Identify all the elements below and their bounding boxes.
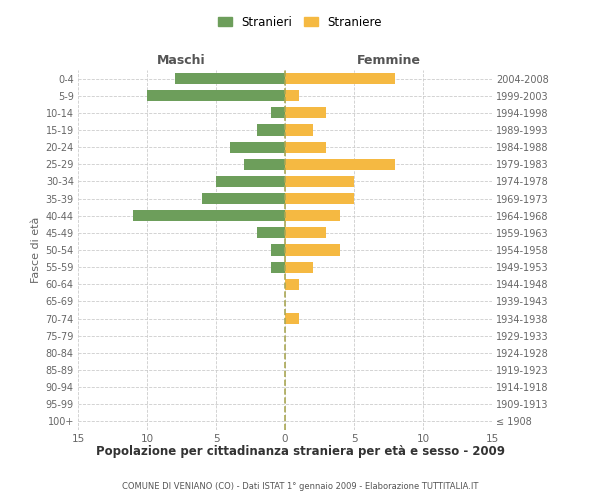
Bar (285, 90, 299, 102)
Bar (285, 142, 326, 152)
Bar (285, 210, 340, 222)
Bar (175, 73, 285, 84)
Y-axis label: Fasce di età: Fasce di età (31, 217, 41, 283)
Bar (285, 158, 395, 170)
Bar (285, 244, 340, 256)
Bar (271, 262, 285, 272)
Text: Femmine: Femmine (356, 54, 421, 68)
Bar (216, 176, 285, 187)
Bar (133, 210, 285, 222)
Bar (285, 124, 313, 136)
Legend: Stranieri, Straniere: Stranieri, Straniere (213, 11, 387, 34)
Bar (285, 278, 299, 290)
Bar (285, 193, 354, 204)
Bar (285, 73, 395, 84)
Bar (285, 313, 299, 324)
Bar (257, 228, 285, 238)
Bar (285, 228, 326, 238)
Bar (244, 158, 285, 170)
Bar (230, 142, 285, 152)
Bar (257, 124, 285, 136)
Bar (271, 244, 285, 256)
Bar (285, 176, 354, 187)
Text: Maschi: Maschi (157, 54, 206, 68)
Bar (285, 262, 313, 272)
Text: Popolazione per cittadinanza straniera per età e sesso - 2009: Popolazione per cittadinanza straniera p… (95, 444, 505, 458)
Text: COMUNE DI VENIANO (CO) - Dati ISTAT 1° gennaio 2009 - Elaborazione TUTTITALIA.IT: COMUNE DI VENIANO (CO) - Dati ISTAT 1° g… (122, 482, 478, 491)
Bar (271, 108, 285, 118)
Bar (147, 90, 285, 102)
Bar (285, 108, 326, 118)
Bar (202, 193, 285, 204)
